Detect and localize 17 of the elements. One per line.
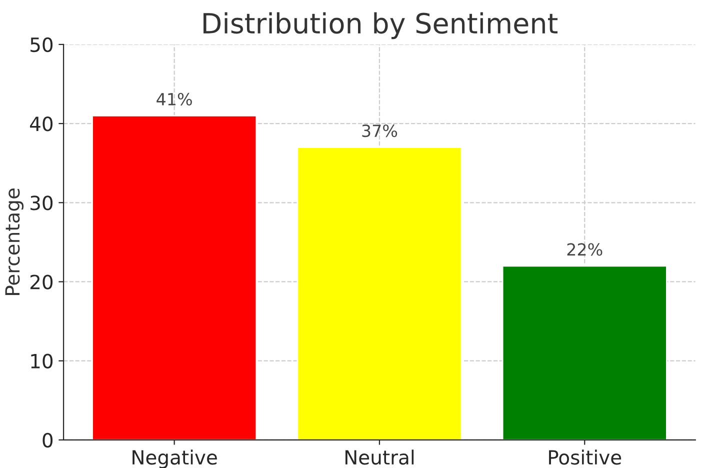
x-tick-label: Negative (132, 450, 217, 468)
y-tick-label: 50 (30, 37, 53, 52)
y-tick-label: 40 (30, 116, 53, 132)
x-tick-label: Neutral (346, 450, 414, 465)
y-tick-label: 30 (30, 196, 53, 210)
y-tick-label: 20 (30, 274, 53, 290)
y-tick-label: 0 (42, 432, 53, 448)
bar (92, 114, 258, 440)
bar (296, 146, 462, 440)
data-label: 41% (156, 92, 192, 106)
bar (502, 265, 668, 440)
chart-title: Distribution by Sentiment (204, 12, 558, 40)
data-label: 37% (362, 124, 398, 138)
x-tick-label: Positive (549, 450, 622, 465)
y-tick-label: 10 (31, 354, 53, 368)
data-label: 22% (567, 243, 602, 256)
y-axis-title: Percentage (5, 188, 24, 295)
